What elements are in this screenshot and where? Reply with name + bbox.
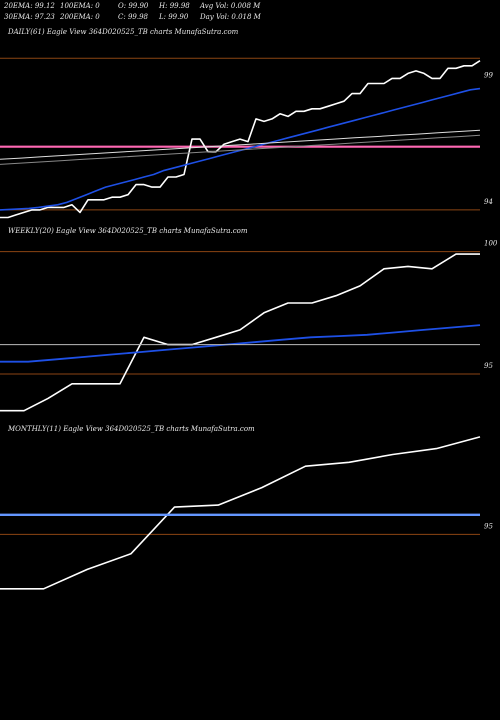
weekly-ytick-label: 95: [484, 362, 493, 370]
monthly-ytick-label: 95: [484, 522, 493, 530]
header-low: L: 99.90: [159, 13, 189, 21]
daily-ytick-label: 94: [484, 198, 493, 206]
daily-ema20-line: [0, 87, 481, 211]
header-open: O: 99.90: [118, 2, 149, 10]
header-high: H: 99.98: [159, 2, 190, 10]
daily-panel-title: DAILY(61) Eagle View 364D020525_TB chart…: [8, 28, 239, 36]
daily-ytick-label: 99: [484, 72, 493, 80]
header-ema100: 100EMA: 0: [60, 2, 100, 10]
weekly-ytick-label: 100: [484, 240, 498, 248]
daily-price-line: [0, 60, 481, 219]
header-ema20: 20EMA: 99.12: [4, 2, 55, 10]
weekly-panel-title: WEEKLY(20) Eagle View 364D020525_TB char…: [8, 227, 248, 235]
header-avg-vol: Avg Vol: 0.008 M: [200, 2, 261, 10]
weekly-ema-line: [0, 324, 481, 363]
header-close: C: 99.98: [118, 13, 148, 21]
monthly-price-line: [0, 436, 481, 590]
header-ema30: 30EMA: 97.23: [4, 13, 55, 21]
daily-sma-light-line: [0, 129, 481, 160]
monthly-panel-title: MONTHLY(11) Eagle View 364D020525_TB cha…: [8, 425, 255, 433]
daily-sma-gray-line: [0, 134, 481, 165]
header-ema200: 200EMA: 0: [60, 13, 100, 21]
weekly-price-line: [0, 253, 480, 412]
header-day-vol: Day Vol: 0.018 M: [200, 13, 261, 21]
